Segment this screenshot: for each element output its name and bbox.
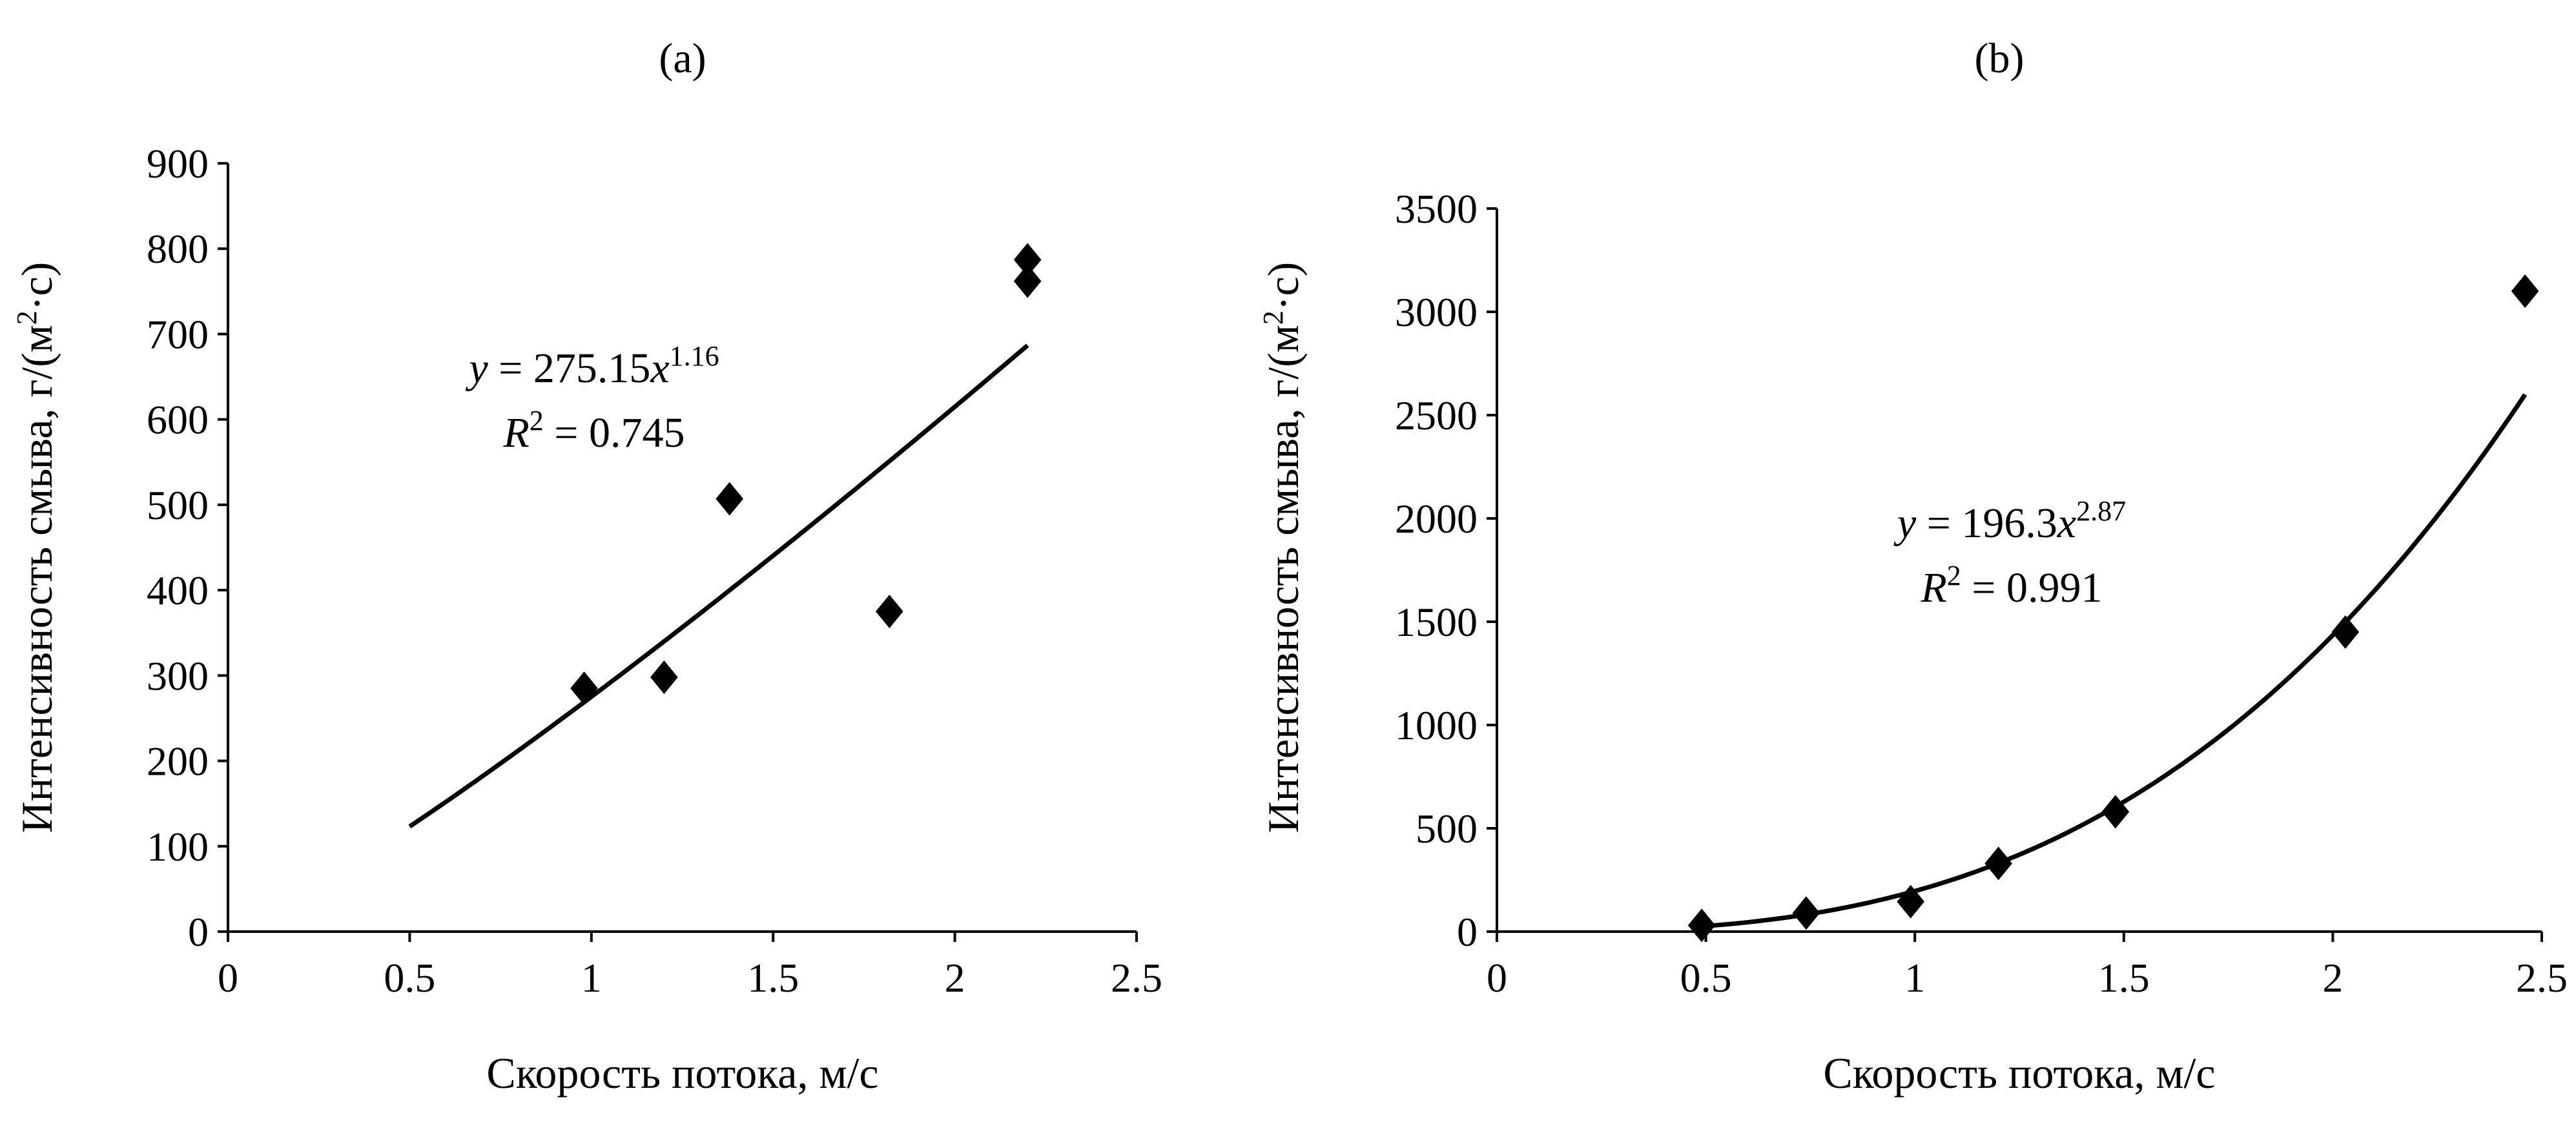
y-tick-label: 3500	[1395, 186, 1478, 232]
data-point	[2331, 615, 2360, 649]
x-tick-label: 0	[1487, 955, 1507, 1001]
y-axis-title-sup: 2	[1257, 311, 1289, 325]
panel-label: (b)	[1975, 35, 2025, 82]
data-point	[716, 482, 743, 516]
y-tick-label: 2000	[1395, 496, 1478, 542]
r2-value: = 0.745	[544, 409, 685, 456]
r2-r: R	[502, 409, 529, 456]
y-axis-title-main: Интенсивность смыва, г/(м	[12, 325, 61, 833]
y-tick-label: 2500	[1395, 393, 1478, 438]
x-tick-label: 0.5	[384, 955, 435, 1001]
chart-panel-a: (a) 0 100 200 300 400 500 600 700 800 900 0 0.5 1 1.5 2…	[11, 35, 1162, 1098]
chart-panel-b: (b) 0 500 1000 1500 2000 2500 3000 3500 0 0.5 1 1.5 2…	[1257, 35, 2568, 1098]
y-tick-label: 800	[147, 226, 209, 272]
y-tick-label: 900	[147, 141, 209, 187]
r2-value: = 0.991	[1961, 564, 2103, 611]
y-tick-label: 100	[147, 824, 209, 870]
eq-x: x	[2057, 500, 2076, 547]
x-tick-label: 2	[2322, 955, 2343, 1001]
data-point	[875, 595, 903, 629]
y-tick-label: 1000	[1395, 702, 1478, 748]
y-tick-label: 300	[147, 653, 209, 699]
trend-equation: y = 275.15x1.16	[465, 340, 719, 392]
eq-y: y	[1893, 500, 1917, 547]
y-axis-title-tail: ·с)	[1259, 262, 1308, 311]
data-point	[1013, 264, 1042, 298]
x-tick-label: 0	[218, 955, 238, 1001]
r-squared: R2 = 0.745	[502, 405, 685, 456]
trendline	[408, 343, 1029, 829]
data-point	[1687, 908, 1716, 943]
y-tick-label: 500	[1416, 806, 1478, 852]
y-tick-label: 400	[147, 567, 209, 613]
y-tick-label: 200	[147, 739, 209, 784]
data-point	[1984, 846, 2012, 881]
y-tick-label: 600	[147, 397, 209, 443]
y-tick-label: 500	[147, 482, 209, 528]
y-axis-title: Интенсивность смыва, г/(м2·с)	[11, 262, 61, 833]
trendline	[1701, 393, 2528, 929]
x-tick-label: 2.5	[2516, 955, 2568, 1001]
eq-x: x	[650, 345, 669, 392]
x-tick-label: 1	[581, 955, 602, 1001]
data-point	[1013, 243, 1042, 277]
eq-exponent: 2.87	[2076, 495, 2126, 527]
panel-label: (a)	[659, 35, 706, 82]
data-point	[1897, 884, 1925, 919]
y-tick-label: 0	[188, 909, 209, 955]
x-tick-label: 2	[945, 955, 965, 1001]
r2-sup: 2	[1947, 560, 1961, 591]
y-axis-title-sup: 2	[11, 311, 43, 325]
y-tick-label: 700	[147, 311, 209, 357]
eq-exponent: 1.16	[670, 340, 719, 372]
eq-y: y	[465, 345, 488, 392]
y-axis-title: Интенсивность смыва, г/(м2·с)	[1257, 262, 1308, 833]
x-tick-label: 1	[1904, 955, 1925, 1001]
y-tick-label: 1500	[1395, 599, 1478, 645]
y-axis-title-tail: ·с)	[12, 262, 61, 311]
x-axis-title: Скорость потока, м/с	[1823, 1048, 2215, 1098]
eq-coef: = 196.3	[1916, 500, 2057, 547]
x-tick-label: 2.5	[1111, 955, 1162, 1001]
data-point	[2511, 274, 2539, 308]
eq-coef: = 275.15	[488, 345, 651, 392]
x-axis-title: Скорость потока, м/с	[486, 1048, 878, 1098]
data-point	[1792, 896, 1820, 930]
x-tick-label: 0.5	[1680, 955, 1732, 1001]
r2-r: R	[1920, 564, 1946, 611]
x-tick-label: 1.5	[2098, 955, 2150, 1001]
y-tick-label: 3000	[1395, 289, 1478, 335]
trend-equation: y = 196.3x2.87	[1893, 495, 2126, 547]
r2-sup: 2	[530, 405, 544, 436]
data-point	[570, 671, 598, 706]
data-point	[650, 660, 678, 694]
data-point	[2101, 795, 2130, 829]
y-axis-title-main: Интенсивность смыва, г/(м	[1259, 325, 1308, 833]
r-squared: R2 = 0.991	[1920, 560, 2102, 611]
x-tick-label: 1.5	[747, 955, 799, 1001]
y-tick-label: 0	[1457, 909, 1478, 955]
